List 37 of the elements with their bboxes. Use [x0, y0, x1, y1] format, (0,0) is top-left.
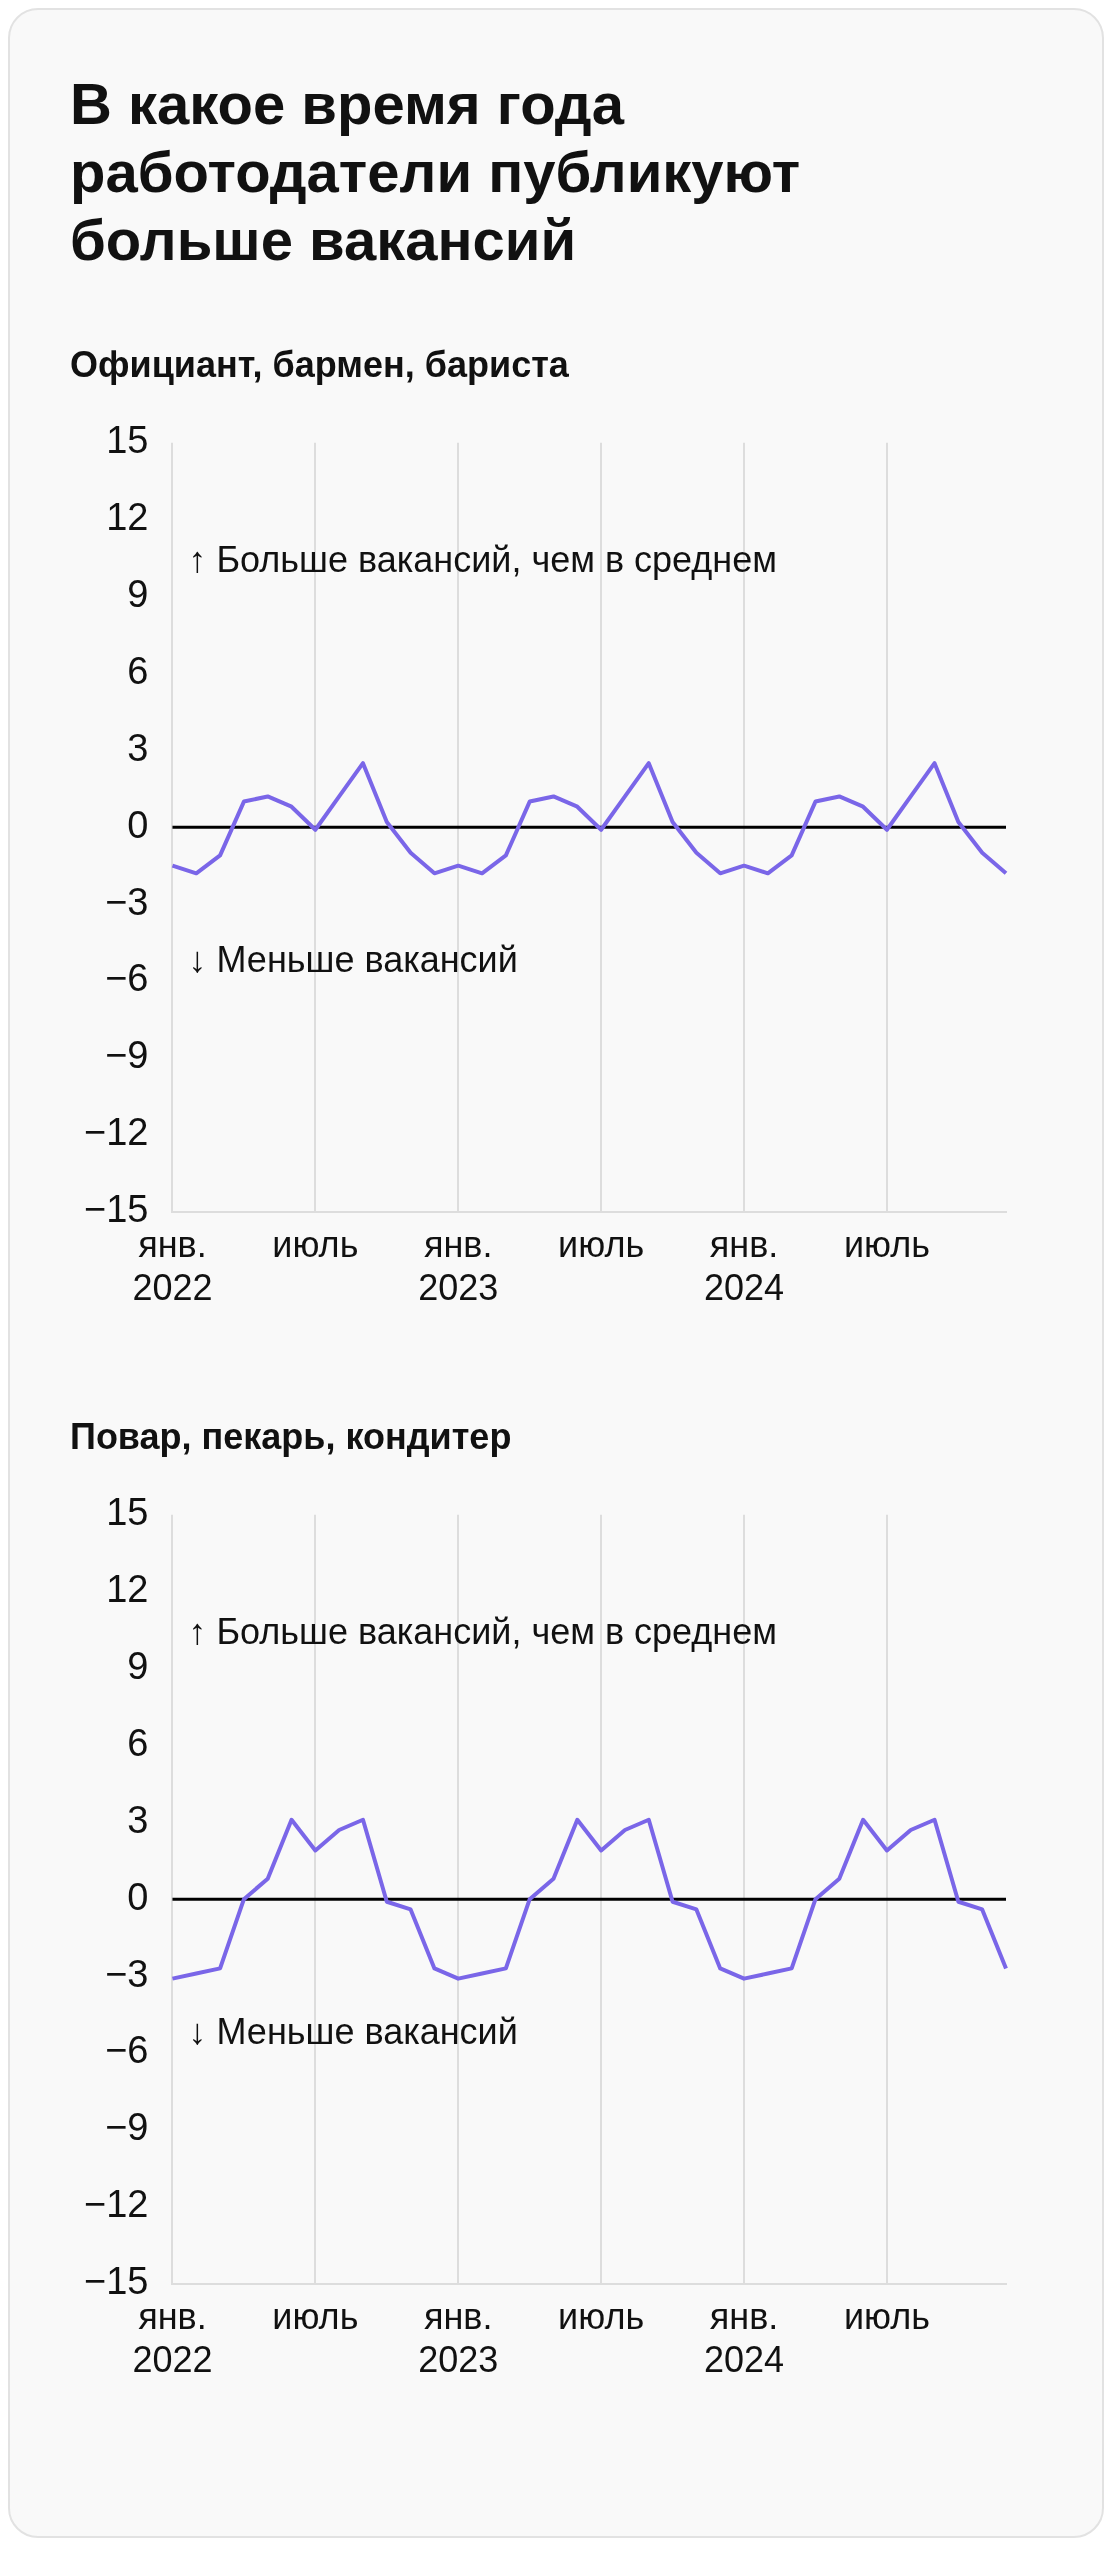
y-tick-label: −9 [105, 2105, 149, 2148]
x-tick-label: янв. 2023 [418, 2295, 499, 2380]
y-tick-label: 15 [106, 418, 149, 461]
chart-subtitle: Официант, бармен, бариста [70, 343, 570, 386]
annotation: ↓ Меньше вакансий [188, 2010, 518, 2052]
y-tick-label: 3 [127, 726, 149, 769]
x-tick-label: янв. 2023 [418, 1223, 499, 1308]
y-tick-label: 12 [106, 495, 149, 538]
y-tick-label: 12 [106, 1567, 149, 1610]
y-tick-label: −3 [105, 880, 149, 923]
y-tick-label: 3 [127, 1798, 149, 1841]
y-tick-label: 6 [127, 1721, 149, 1764]
x-tick-label: июль [272, 1223, 359, 1265]
y-tick-label: 9 [127, 1644, 149, 1687]
y-tick-label: −12 [83, 2182, 149, 2225]
x-tick-label: янв. 2024 [703, 2295, 785, 2380]
x-tick-label: июль [843, 1223, 930, 1265]
x-tick-label: июль [558, 1223, 645, 1265]
y-tick-label: 15 [106, 1490, 149, 1533]
x-tick-label: июль [272, 2295, 359, 2337]
x-tick-label: янв. 2024 [703, 1223, 785, 1308]
y-tick-label: −6 [105, 957, 149, 1000]
y-tick-label: 6 [127, 649, 149, 692]
chart-subtitle: Повар, пекарь, кондитер [70, 1415, 513, 1458]
y-tick-label: 0 [127, 803, 149, 846]
y-tick-label: 9 [127, 572, 149, 615]
y-tick-label: −9 [105, 1033, 149, 1076]
annotation: ↑ Больше вакансий, чем в среднем [188, 1610, 777, 1652]
y-tick-label: −3 [105, 1952, 149, 1995]
x-tick-label: июль [558, 2295, 645, 2337]
y-tick-label: −12 [83, 1110, 149, 1153]
y-tick-label: 0 [127, 1875, 149, 1918]
annotation: ↑ Больше вакансий, чем в среднем [188, 538, 777, 580]
annotation: ↓ Меньше вакансий [188, 938, 518, 980]
chart-title: В какое время года работодатели публикуют больше вакансий [70, 70, 802, 274]
x-tick-label: июль [843, 2295, 930, 2337]
y-tick-label: −6 [105, 2029, 149, 2072]
